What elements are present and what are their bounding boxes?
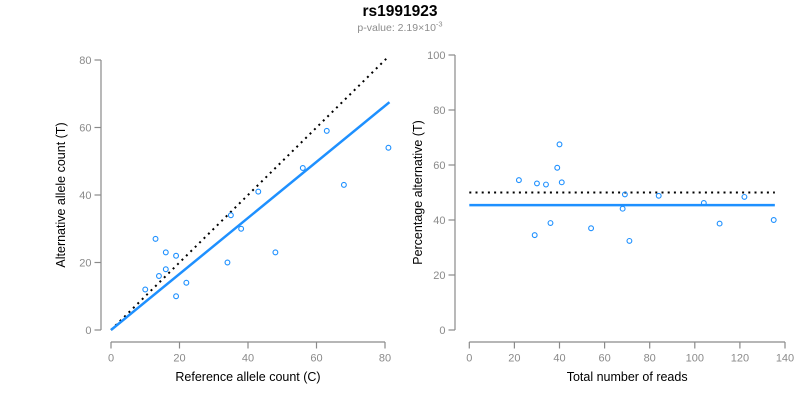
y-tick-label: 60 [79,122,91,134]
data-point [515,177,522,184]
x-tick-label: 40 [242,353,254,365]
x-tick-label: 20 [173,353,185,365]
x-tick-label: 120 [731,353,749,365]
x-tick-label: 60 [310,353,322,365]
x-tick-label: 0 [466,353,472,365]
x-axis-title: Total number of reads [567,370,688,384]
data-point [770,217,777,223]
data-point [626,237,633,244]
data-point [741,193,748,200]
y-axis-title: Alternative allele count (T) [54,122,68,267]
identity-line [110,55,390,331]
y-tick-label: 40 [433,215,445,227]
x-tick-label: 80 [644,353,656,365]
fit-line [110,101,391,331]
x-tick-label: 140 [776,353,794,365]
y-tick-label: 0 [439,325,445,337]
data-point [255,188,262,195]
y-tick-label: 20 [433,270,445,282]
data-point [556,141,563,148]
data-point [323,127,330,134]
data-point [224,259,231,266]
data-point [173,252,180,259]
data-point [533,180,540,187]
x-tick-label: 60 [598,353,610,365]
pvalue-text: p-value: 2.19×10 [357,22,436,34]
y-tick-label: 0 [85,325,91,337]
data-point [162,266,169,273]
data-point [700,200,707,206]
data-point [272,249,279,256]
y-axis-title: Percentage alternative (T) [411,120,425,265]
y-tick-label: 80 [79,55,91,67]
data-point [227,212,234,219]
data-point [554,164,561,171]
data-point [621,191,628,198]
data-point [142,286,149,293]
data-point [183,279,190,286]
pvalue-subtitle: p-value: 2.19×10-3 [0,19,800,34]
page-title: rs1991923 [362,3,438,20]
data-point [340,181,347,188]
pvalue-exponent: -3 [435,19,443,29]
y-tick-label: 80 [433,105,445,117]
x-tick-label: 20 [508,353,520,365]
data-point [558,179,565,186]
x-tick-label: 100 [686,353,704,365]
data-point [619,205,626,212]
data-point [655,192,662,199]
data-point [531,232,538,239]
y-tick-label: 40 [79,190,91,202]
data-point [238,225,245,232]
data-point [152,235,159,242]
data-point [716,220,723,227]
data-point [543,181,549,188]
x-tick-label: 40 [553,353,565,365]
data-point [547,220,554,226]
y-tick-label: 20 [79,257,91,269]
y-tick-label: 60 [433,160,445,172]
data-point [156,273,162,279]
x-tick-label: 0 [108,353,114,365]
x-axis-title: Reference allele count (C) [175,370,320,384]
data-point [299,165,306,171]
x-tick-label: 80 [379,353,391,365]
data-point [385,144,392,151]
data-point [588,225,595,232]
data-point [162,249,169,256]
y-tick-label: 100 [427,50,445,62]
data-point [173,293,180,300]
